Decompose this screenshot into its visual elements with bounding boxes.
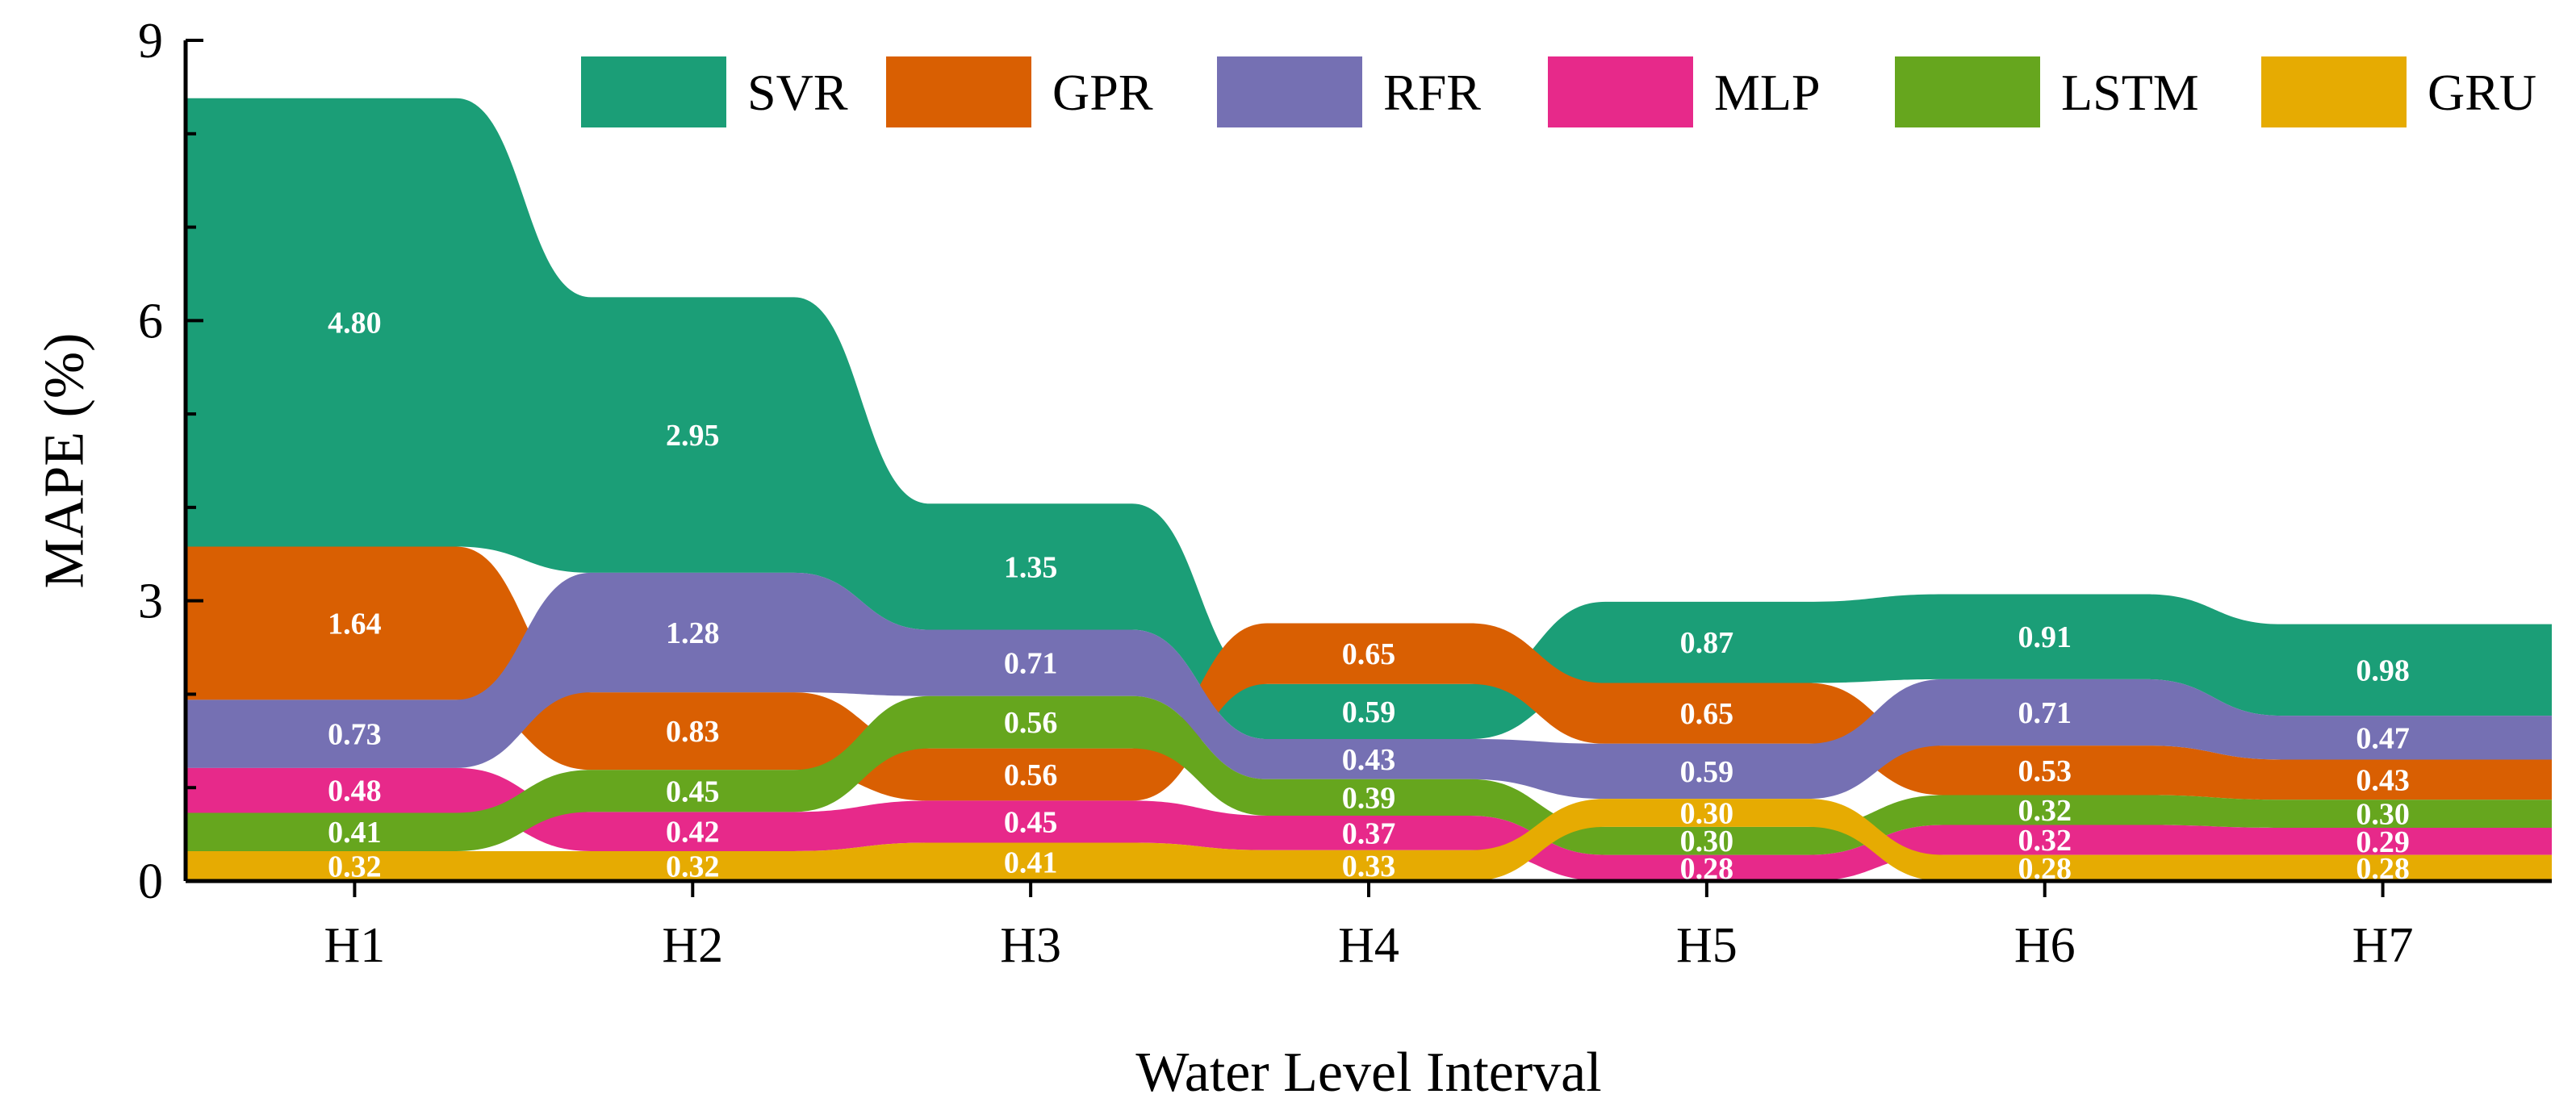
data-label-gpr: 0.53 [2018,754,2072,788]
data-label-gru: 0.32 [666,850,720,883]
x-tick-label: H1 [324,918,386,973]
data-labels-layer: 4.80 2.95 1.35 0.59 0.87 0.91 0.98 1.64 0.83 0.56… [328,307,2410,886]
band-lstm [186,695,2552,855]
data-label-gru: 0.41 [1004,846,1058,879]
data-label-mlp: 0.32 [2018,824,2072,858]
band-gru [186,799,2552,881]
data-label-svr: 2.95 [666,419,720,453]
data-label-rfr: 0.71 [1004,647,1058,681]
data-label-mlp: 0.37 [1342,816,1396,850]
data-label-svr: 0.59 [1342,695,1396,729]
data-label-svr: 4.80 [328,307,382,340]
x-tick-label: H6 [2014,918,2076,973]
data-label-mlp: 0.42 [666,816,720,850]
data-label-gru: 0.30 [1680,796,1734,830]
x-tick-label: H3 [1000,918,1061,973]
data-label-gpr: 0.83 [666,715,720,749]
data-label-lstm: 0.41 [328,816,382,850]
band-rfr [186,572,2552,800]
legend-swatch-svr [581,56,726,127]
band-gpr [186,546,2552,801]
axes-layer: 0 3 6 9 H1 H2 H3 H4 H5 H6 H7 [138,14,2552,973]
legend-swatch-gru [2261,56,2407,127]
x-tick-label: H4 [1338,918,1399,973]
data-label-mlp: 0.48 [328,775,382,808]
band-mlp [186,767,2552,881]
x-axis-title: Water Level Interval [1135,1042,1601,1104]
data-label-lstm: 0.32 [2018,794,2072,828]
data-label-mlp: 0.29 [2356,825,2410,859]
data-label-lstm: 0.56 [1004,706,1058,740]
data-label-lstm: 0.30 [1680,825,1734,858]
bands-layer [186,98,2552,881]
data-label-lstm: 0.45 [666,775,720,808]
legend-label-rfr: RFR [1383,64,1481,121]
data-label-gpr: 0.65 [1680,697,1734,731]
legend-swatch-gpr [886,56,1031,127]
data-label-rfr: 0.73 [328,718,382,752]
data-label-gpr: 1.64 [328,607,382,641]
data-label-gru: 0.32 [328,850,382,883]
legend-label-mlp: MLP [1714,64,1821,121]
data-label-gpr: 0.56 [1004,758,1058,792]
data-label-gpr: 0.43 [2356,763,2410,797]
legend: SVR GPR RFR MLP LSTM GRU [581,56,2536,127]
legend-label-svr: SVR [747,64,848,121]
band-svr [186,98,2552,740]
data-label-rfr: 0.47 [2356,721,2410,755]
data-label-svr: 0.91 [2018,620,2072,654]
y-axis-title: MAPE (%) [34,333,96,589]
data-label-svr: 1.35 [1004,550,1058,584]
data-label-lstm: 0.39 [1342,781,1396,815]
x-tick-label: H2 [662,918,723,973]
data-label-svr: 0.87 [1680,626,1734,660]
legend-label-lstm: LSTM [2061,64,2199,121]
x-tick-label: H5 [1676,918,1738,973]
y-tick-label: 6 [138,294,163,349]
y-tick-label: 0 [138,854,163,909]
data-label-mlp: 0.45 [1004,805,1058,839]
data-label-rfr: 1.28 [666,616,720,650]
legend-label-gru: GRU [2428,64,2536,121]
data-label-rfr: 0.43 [1342,743,1396,777]
y-tick-label: 3 [138,574,163,629]
y-tick-label: 9 [138,14,163,69]
data-label-svr: 0.98 [2356,654,2410,687]
legend-swatch-lstm [1895,56,2040,127]
legend-label-gpr: GPR [1052,64,1153,121]
legend-swatch-mlp [1548,56,1693,127]
legend-swatch-rfr [1217,56,1362,127]
data-label-gpr: 0.65 [1342,637,1396,671]
x-tick-label: H7 [2352,918,2414,973]
data-label-rfr: 0.71 [2018,696,2072,730]
data-label-gru: 0.33 [1342,850,1396,883]
data-label-lstm: 0.30 [2356,798,2410,832]
data-label-rfr: 0.59 [1680,755,1734,789]
